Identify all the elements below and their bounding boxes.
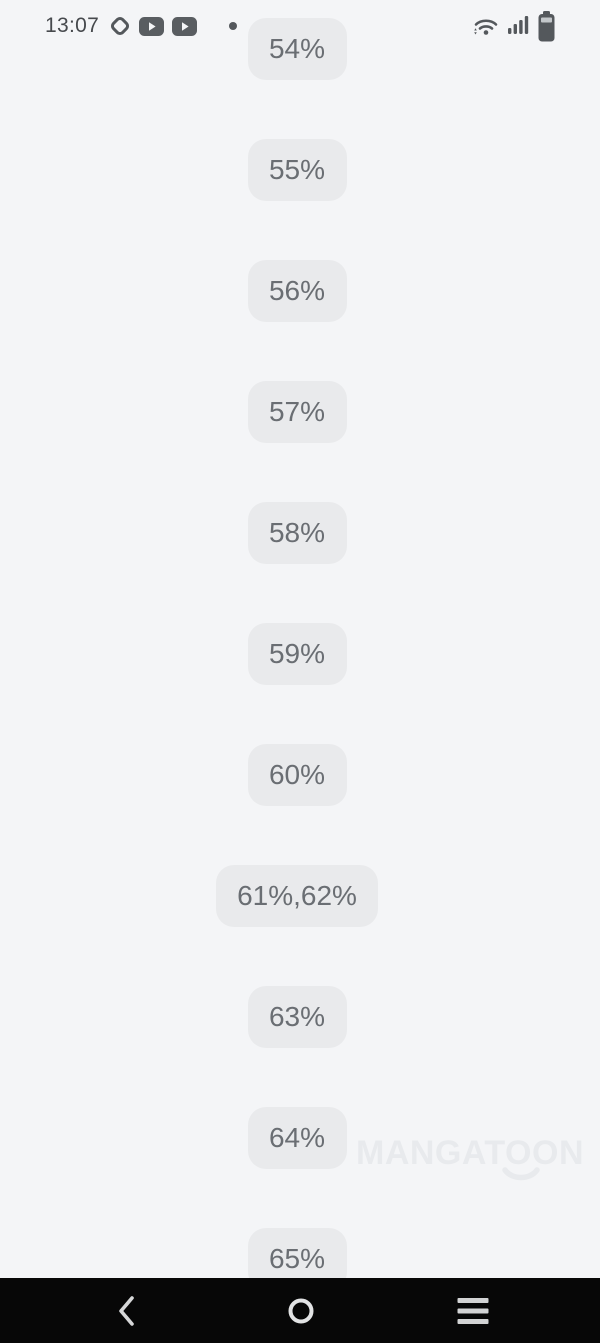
hamburger-menu-icon: [457, 1297, 489, 1324]
nav-menu-button[interactable]: [452, 1292, 495, 1330]
youtube-notification-icon: [139, 16, 165, 36]
nav-home-button[interactable]: [282, 1292, 320, 1330]
diamond-app-notification-icon: [111, 16, 130, 36]
percentage-chip[interactable]: 61%,62%: [216, 865, 378, 927]
status-clock: 13:07: [45, 14, 100, 37]
wifi-icon: [474, 19, 498, 35]
percentage-chip[interactable]: 57%: [247, 381, 347, 443]
percentage-chip[interactable]: 59%: [247, 623, 347, 685]
percentage-chip[interactable]: 60%: [247, 744, 347, 806]
percentage-option-list: 54% 55% 56% 57% 58% 59% 60% 61%,62% 63% …: [216, 18, 378, 1290]
status-bar-right: [471, 10, 555, 42]
percentage-chip[interactable]: 63%: [247, 986, 347, 1048]
status-bar-left: 13:07: [45, 14, 238, 38]
youtube-notification-icon: [172, 16, 198, 36]
signal-strength-icon: [508, 16, 529, 34]
percentage-chip[interactable]: 54%: [247, 18, 347, 80]
percentage-chip[interactable]: 64%: [247, 1107, 347, 1169]
android-navigation-bar: [0, 1278, 600, 1343]
percentage-chip[interactable]: 55%: [247, 139, 347, 201]
percentage-chip[interactable]: 58%: [247, 502, 347, 564]
status-bar: 13:07: [0, 0, 600, 52]
home-circle-icon: [288, 1298, 314, 1323]
nav-back-button[interactable]: [110, 1289, 142, 1333]
percentage-chip[interactable]: 56%: [247, 260, 347, 322]
battery-icon: [538, 10, 555, 41]
back-chevron-icon: [119, 1295, 134, 1326]
notification-dot-icon: [229, 22, 238, 30]
